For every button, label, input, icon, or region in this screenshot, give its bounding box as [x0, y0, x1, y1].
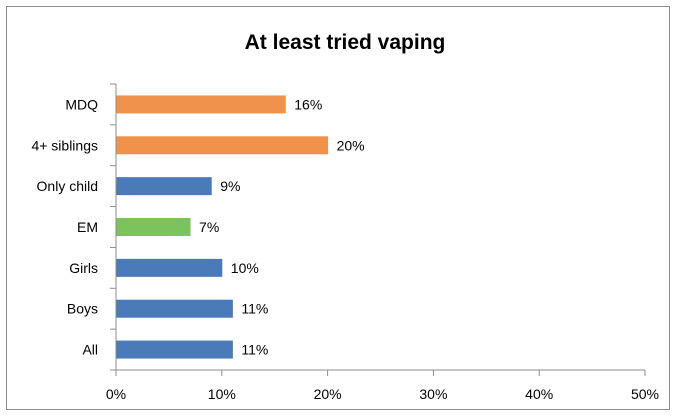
- labels: MDQ 16% 4+ siblings 20% Only child 9% EM 7% Girl…: [31, 96, 364, 357]
- x-tick-label: 20%: [314, 386, 342, 402]
- x-tick-label: 0%: [106, 386, 126, 402]
- data-label: 10%: [231, 260, 259, 276]
- y-tick-label: 4+ siblings: [31, 137, 98, 153]
- data-label: 11%: [241, 301, 268, 317]
- y-tick-label: EM: [77, 219, 98, 235]
- x-tick-label: 10%: [208, 386, 236, 402]
- bar: [116, 340, 233, 359]
- y-tick-label: Girls: [69, 260, 98, 276]
- data-label: 16%: [294, 96, 322, 112]
- y-tick-label: MDQ: [65, 96, 98, 112]
- x-tick-label: 30%: [419, 386, 447, 402]
- data-label: 7%: [199, 219, 219, 235]
- bar: [116, 299, 233, 318]
- data-label: 11%: [241, 342, 268, 358]
- bar: [116, 177, 212, 196]
- bar: [116, 258, 223, 277]
- x-tick-label: 50%: [631, 386, 659, 402]
- data-label: 20%: [337, 137, 365, 153]
- bar: [116, 136, 329, 155]
- chart-title: At least tried vaping: [244, 31, 446, 54]
- bar: [116, 218, 191, 236]
- y-tick-label: Only child: [37, 178, 98, 194]
- y-tick-label: Boys: [67, 301, 98, 317]
- axes: 0% 10% 20% 30% 40% 50%: [106, 83, 659, 402]
- y-tick-label: All: [82, 342, 98, 358]
- data-label: 9%: [220, 178, 240, 194]
- x-tick-label: 40%: [525, 386, 553, 402]
- bars: [116, 95, 329, 359]
- bar: [116, 95, 286, 114]
